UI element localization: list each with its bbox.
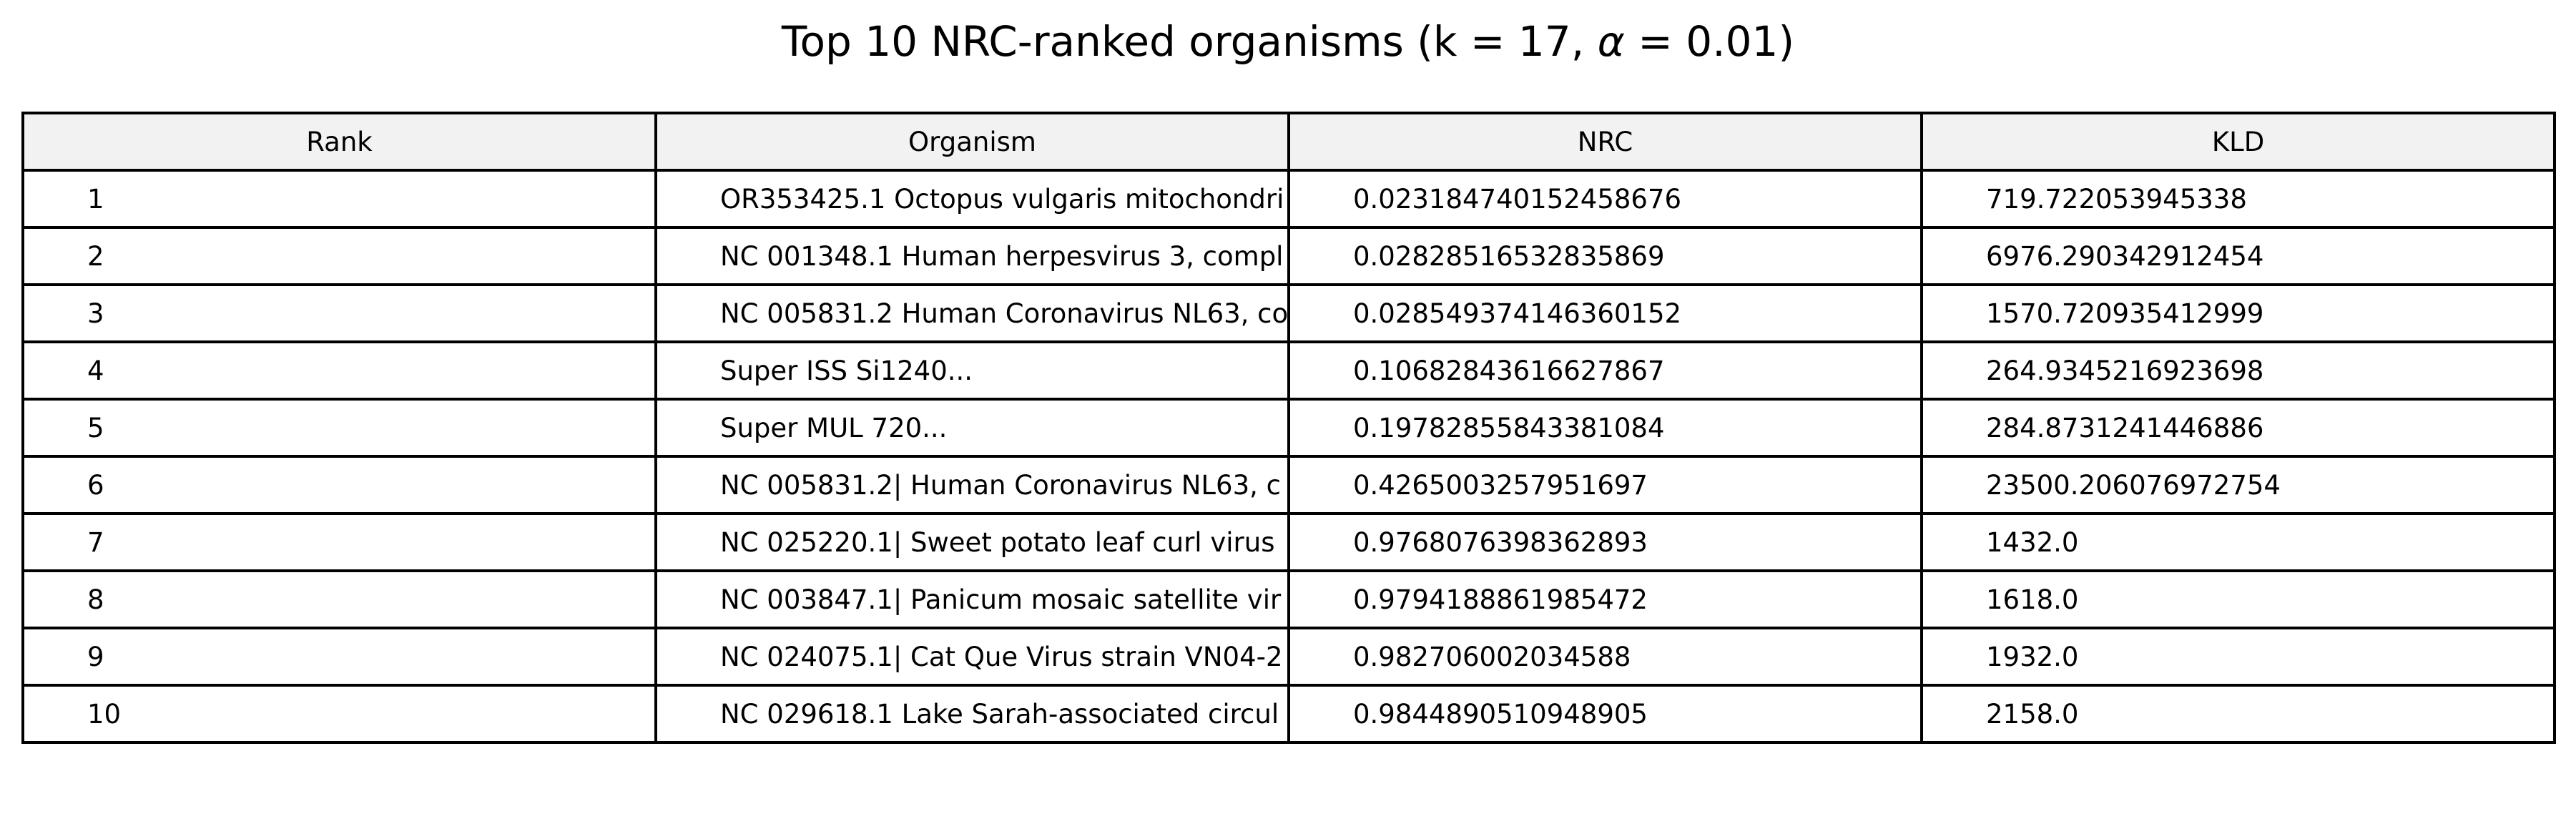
nrc-cell: 0.02828516532835869	[1287, 226, 1923, 286]
organism-cell: NC 001348.1 Human herpesvirus 3, compl	[654, 226, 1290, 286]
nrc-cell: 0.023184740152458676	[1287, 169, 1923, 229]
organism-cell: NC 029618.1 Lake Sarah-associated circul	[654, 684, 1290, 744]
organism-cell: NC 005831.2| Human Coronavirus NL63, c	[654, 455, 1290, 515]
table-row: 7 NC 025220.1| Sweet potato leaf curl vir…	[21, 512, 2556, 572]
rank-cell: 8	[21, 569, 657, 629]
kld-cell: 719.722053945338	[1920, 169, 2556, 229]
table-row: 1 OR353425.1 Octopus vulgaris mitochondri…	[21, 169, 2556, 229]
header-rank: Rank	[21, 112, 657, 172]
rank-cell: 7	[21, 512, 657, 572]
table-row: 8 NC 003847.1| Panicum mosaic satellite v…	[21, 569, 2556, 629]
organism-cell: NC 024075.1| Cat Que Virus strain VN04-2	[654, 627, 1290, 687]
kld-cell: 23500.206076972754	[1920, 455, 2556, 515]
nrc-cell: 0.19782855843381084	[1287, 398, 1923, 458]
header-organism: Organism	[654, 112, 1290, 172]
chart-title-alpha: α	[1597, 17, 1625, 66]
kld-cell: 284.8731241446886	[1920, 398, 2556, 458]
nrc-cell: 0.9844890510948905	[1287, 684, 1923, 744]
kld-cell: 1432.0	[1920, 512, 2556, 572]
organism-cell: Super ISS Si1240...	[654, 340, 1290, 401]
rank-cell: 6	[21, 455, 657, 515]
rank-cell: 4	[21, 340, 657, 401]
nrc-cell: 0.982706002034588	[1287, 627, 1923, 687]
kld-cell: 1932.0	[1920, 627, 2556, 687]
rank-cell: 2	[21, 226, 657, 286]
organism-cell: NC 005831.2 Human Coronavirus NL63, co	[654, 283, 1290, 343]
chart-title-prefix: Top 10 NRC-ranked organisms (k = 17,	[781, 17, 1598, 66]
table-header: Rank Organism NRC KLD	[21, 112, 2556, 172]
kld-cell: 1618.0	[1920, 569, 2556, 629]
nrc-cell: 0.4265003257951697	[1287, 455, 1923, 515]
header-row: Rank Organism NRC KLD	[21, 112, 2556, 172]
table-row: 3 NC 005831.2 Human Coronavirus NL63, co 0…	[21, 283, 2556, 343]
nrc-cell: 0.028549374146360152	[1287, 283, 1923, 343]
results-table: Rank Organism NRC KLD 1 OR353425.1 Octopu…	[21, 112, 2556, 744]
table-row: 10 NC 029618.1 Lake Sarah-associated circ…	[21, 684, 2556, 744]
rank-cell: 9	[21, 627, 657, 687]
kld-cell: 264.9345216923698	[1920, 340, 2556, 401]
rank-cell: 3	[21, 283, 657, 343]
chart-title: Top 10 NRC-ranked organisms (k = 17, α =…	[0, 13, 2576, 70]
rank-cell: 1	[21, 169, 657, 229]
table-row: 5 Super MUL 720... 0.19782855843381084 284.…	[21, 398, 2556, 458]
table-row: 4 Super ISS Si1240... 0.10682843616627867 2…	[21, 340, 2556, 401]
table-row: 9 NC 024075.1| Cat Que Virus strain VN04-…	[21, 627, 2556, 687]
nrc-cell: 0.10682843616627867	[1287, 340, 1923, 401]
header-kld: KLD	[1920, 112, 2556, 172]
organism-cell: NC 003847.1| Panicum mosaic satellite vi…	[654, 569, 1290, 629]
kld-cell: 1570.720935412999	[1920, 283, 2556, 343]
rank-cell: 5	[21, 398, 657, 458]
nrc-cell: 0.9794188861985472	[1287, 569, 1923, 629]
organism-cell: NC 025220.1| Sweet potato leaf curl viru…	[654, 512, 1290, 572]
organism-cell: OR353425.1 Octopus vulgaris mitochondri	[654, 169, 1290, 229]
table-body: 1 OR353425.1 Octopus vulgaris mitochondri…	[21, 169, 2556, 744]
organism-cell: Super MUL 720...	[654, 398, 1290, 458]
table-row: 2 NC 001348.1 Human herpesvirus 3, compl 0…	[21, 226, 2556, 286]
rank-cell: 10	[21, 684, 657, 744]
chart-title-suffix: = 0.01)	[1624, 17, 1795, 66]
header-nrc: NRC	[1287, 112, 1923, 172]
nrc-cell: 0.9768076398362893	[1287, 512, 1923, 572]
kld-cell: 6976.290342912454	[1920, 226, 2556, 286]
kld-cell: 2158.0	[1920, 684, 2556, 744]
